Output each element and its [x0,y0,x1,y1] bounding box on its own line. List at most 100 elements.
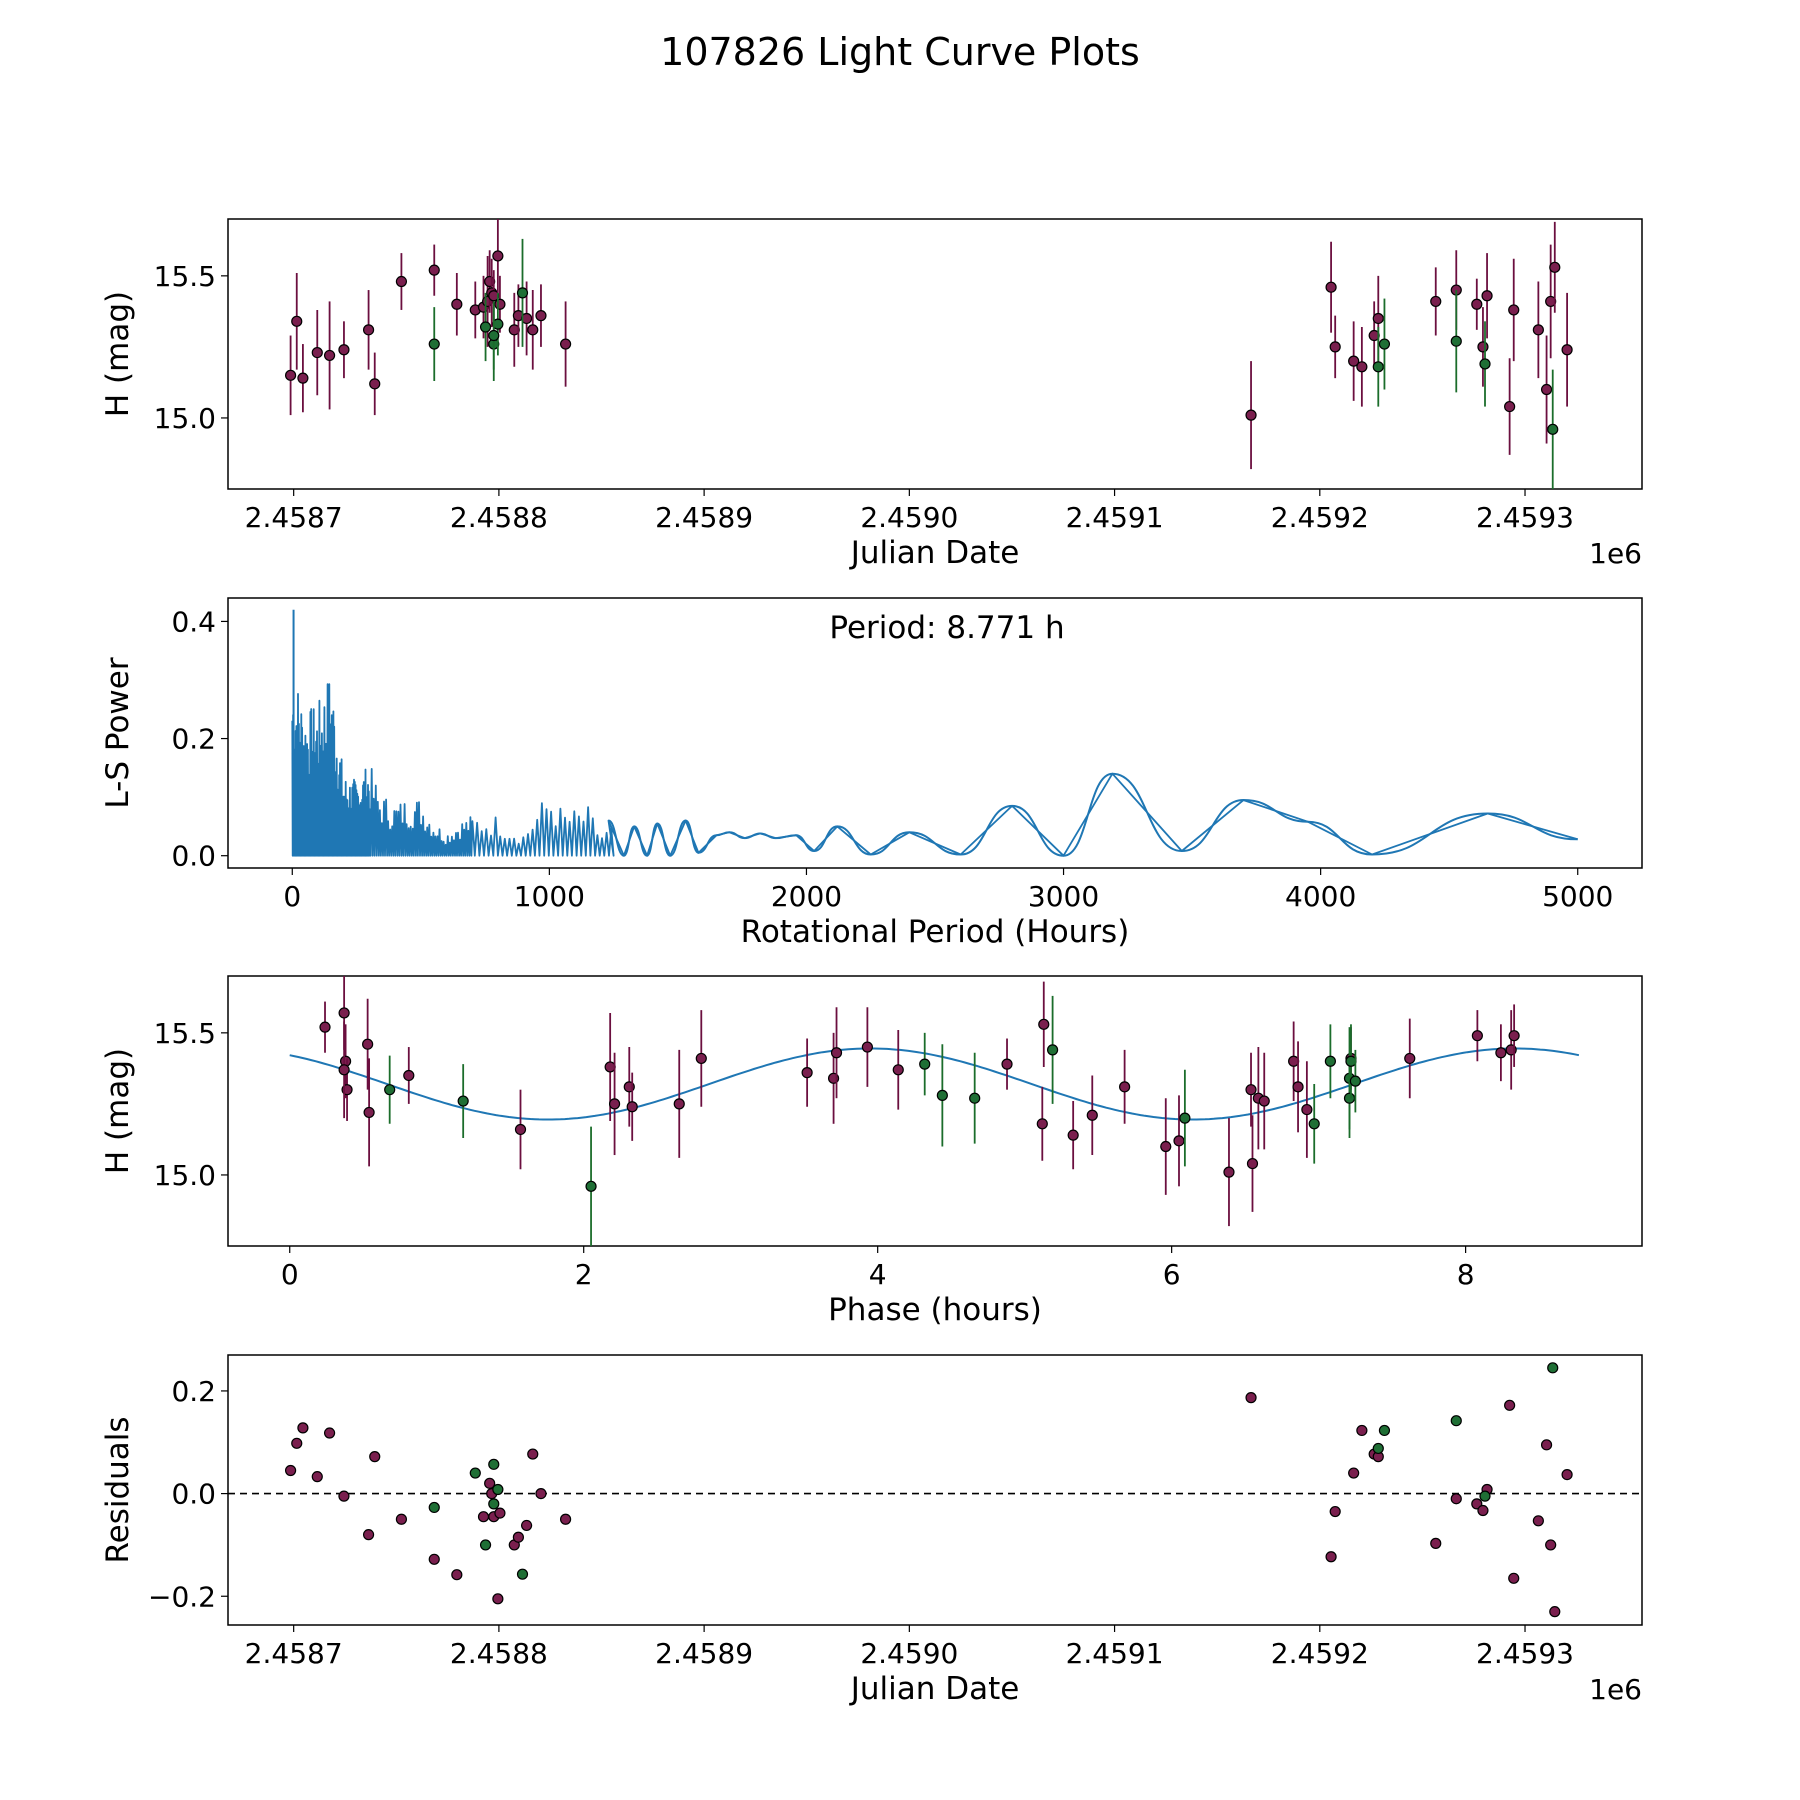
phased-point-maroon [1086,1109,1098,1121]
phased-point-maroon [892,1064,904,1076]
lightcurve-point-maroon [338,344,350,356]
phased-point-maroon [1301,1103,1313,1116]
periodogram-panel: 0 1000 2000 3000 4000 5000 0.0 0.2 0.4 Rotational… [100,597,1643,950]
phased-point-green [1308,1118,1320,1130]
residuals-point-maroon [1561,1469,1573,1481]
residuals-xtick-label: 2.4591 [1066,1637,1164,1670]
phased-point-green [457,1095,469,1107]
phased-point-green [969,1092,981,1104]
residuals-xtick-label: 2.4589 [655,1637,753,1670]
lightcurve-point-maroon [1532,324,1544,336]
lightcurve-point-maroon [1372,312,1384,325]
residuals-point-maroon [1549,1606,1561,1618]
phased-point-maroon [338,1007,350,1019]
phased-point-maroon [1223,1166,1235,1178]
lightcurve-point-green [1372,361,1384,373]
lightcurve-ylabel: H (mag) [100,291,136,417]
phased-point-maroon [1173,1135,1185,1147]
phased-point-maroon [673,1098,685,1110]
lightcurve-point-green [516,287,529,299]
residuals-ytick-label: −0.2 [148,1580,216,1613]
phased-point-green [919,1058,931,1070]
lightcurve-point-maroon [1430,295,1442,308]
residuals-point-maroon [521,1519,533,1532]
phased-point-green [936,1089,948,1101]
lightcurve-point-green [479,321,492,333]
phased-point-maroon [1036,1118,1048,1130]
residuals-ytick-label: 0.2 [171,1375,216,1408]
phased-ytick-label: 15.5 [154,1017,216,1050]
lightcurve-xtick-label: 2.4591 [1066,501,1164,534]
residuals-point-maroon [527,1448,539,1460]
phased-xtick-label: 8 [1457,1258,1475,1291]
phased-xtick-label: 6 [1163,1258,1181,1291]
lightcurve-point-maroon [323,349,336,362]
lightcurve-point-maroon [1481,290,1493,302]
residuals-panel: 2.4587 2.4588 2.4589 2.4590 2.4591 2.4592 2.45… [100,1354,1643,1707]
lightcurve-xtick-label: 2.4589 [655,501,753,534]
lightcurve-xtick-label: 2.4587 [245,501,343,534]
lightcurve-axes-frame [227,218,1643,490]
residuals-point-maroon [451,1569,463,1581]
lightcurve-point-maroon [527,324,539,336]
lightcurve-point-green [1547,423,1559,435]
residuals-xlabel: Julian Date [849,1671,1020,1707]
phased-fit-curve [289,1047,1580,1121]
residuals-point-maroon [1356,1424,1368,1437]
residuals-xtick-label: 2.4593 [1476,1637,1574,1670]
lightcurve-point-maroon [297,372,309,384]
residuals-point-maroon [484,1477,496,1489]
figure-title: 107826 Light Curve Plots [660,30,1140,74]
period-annotation: Period: 8.771 h [829,610,1064,646]
residuals-point-maroon [1532,1515,1544,1527]
residuals-point-green [1378,1424,1391,1437]
phased-point-maroon [604,1061,616,1073]
residuals-point-maroon [338,1490,350,1502]
phased-point-maroon [1288,1055,1300,1067]
phased-point-maroon [1495,1047,1507,1059]
residuals-point-green [1479,1490,1491,1502]
lightcurve-point-maroon [311,346,323,359]
lightcurve-point-maroon [1356,361,1368,373]
periodogram-axes-frame [227,597,1643,869]
residuals-point-maroon [362,1529,375,1541]
periodogram-tail-curve [608,772,1578,857]
phased-point-maroon [403,1069,415,1082]
lightcurve-xtick-label: 2.4592 [1271,501,1369,534]
periodogram-ylabel: L-S Power [100,657,136,808]
phased-point-maroon [1038,1018,1050,1030]
periodogram-xtick-label: 0 [283,880,301,913]
lightcurve-xtick-label: 2.4593 [1476,501,1574,534]
residuals-point-green [469,1467,481,1479]
lightcurve-point-maroon [1549,261,1561,273]
phased-point-green [384,1084,396,1096]
lightcurve-xtick-label: 2.4590 [860,501,958,534]
lightcurve-point-maroon [1329,341,1341,353]
lightcurve-point-green [428,338,440,350]
phased-point-maroon [626,1101,638,1113]
residuals-xtick-label: 2.4588 [450,1637,548,1670]
phased-point-maroon [1471,1030,1483,1042]
phased-point-maroon [1246,1157,1259,1170]
lightcurve-point-maroon [1477,341,1489,353]
phased-ytick-label: 15.0 [154,1159,216,1192]
residuals-ylabel: Residuals [100,1416,136,1563]
lightcurve-point-green [488,329,500,342]
residuals-point-green [1547,1362,1559,1374]
lightcurve-point-maroon [1504,400,1516,413]
phased-point-maroon [1258,1095,1270,1107]
lightcurve-point-maroon [1508,304,1520,316]
residuals-point-maroon [477,1511,490,1523]
phased-point-maroon [1001,1058,1013,1070]
lightcurve-point-maroon [284,369,297,381]
lightcurve-point-maroon [1540,383,1553,396]
periodogram-xlabel: Rotational Period (Hours) [741,914,1130,950]
phased-axes-frame [227,975,1643,1247]
residuals-xtick-label: 2.4590 [860,1637,958,1670]
residuals-point-green [488,1498,500,1510]
periodogram-series-line [291,683,1578,857]
phased-point-green [1343,1092,1356,1104]
residuals-point-green [479,1539,492,1551]
phased-point-maroon [861,1041,873,1053]
lightcurve-point-maroon [291,315,303,327]
